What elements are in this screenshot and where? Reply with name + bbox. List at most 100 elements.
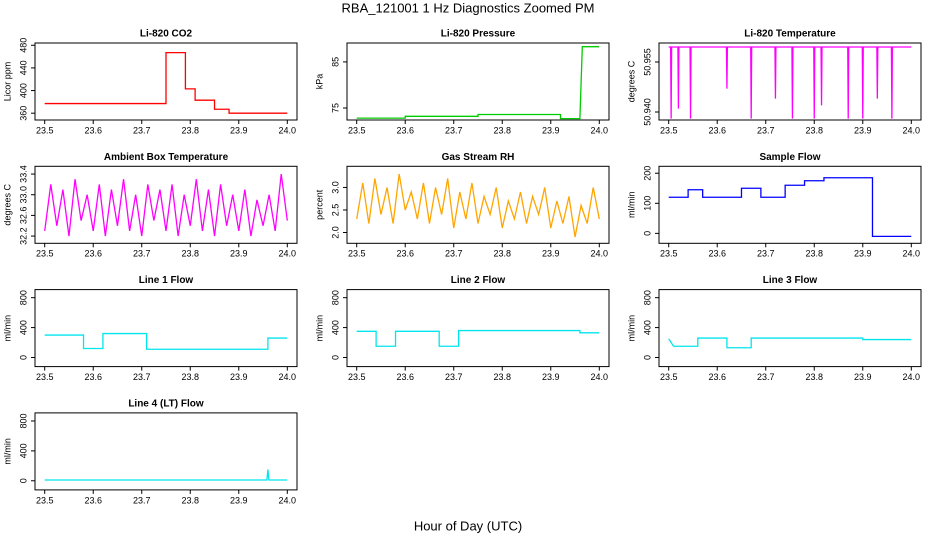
y-tick-label: 50.955 xyxy=(642,48,652,76)
x-tick-label: 23.5 xyxy=(348,372,366,382)
data-line xyxy=(44,51,288,114)
panel: Ambient Box Temperature degrees C 23.5 23.6… xyxy=(2,152,298,259)
data-line xyxy=(44,332,288,350)
plot-area xyxy=(44,469,288,481)
plot-box xyxy=(34,412,298,491)
x-tick-label: 23.9 xyxy=(854,372,872,382)
data-line xyxy=(356,329,600,347)
y-tick-label: 200 xyxy=(642,166,652,181)
x-tick-label: 23.5 xyxy=(660,372,678,382)
data-line xyxy=(668,177,912,238)
x-tick-label: 23.9 xyxy=(230,495,248,505)
panel: Li-820 CO2 Licor ppm 23.5 23.6 23.7 23.8 23.9 2… xyxy=(2,29,298,135)
x-tick-label: 23.8 xyxy=(805,372,823,382)
x-tick-label: 23.5 xyxy=(36,125,54,135)
x-tick-label: 23.9 xyxy=(230,372,248,382)
plot-area xyxy=(44,332,288,350)
panel-title: Line 1 Flow xyxy=(139,275,194,286)
plot-box xyxy=(658,165,922,244)
panel: Li-820 Pressure kPa 23.5 23.6 23.7 23.8 23.9 24… xyxy=(314,29,610,135)
plot-box xyxy=(346,289,610,368)
y-axis-label: ml/min xyxy=(314,315,324,342)
y-tick-label: 360 xyxy=(18,106,28,121)
y-tick-label: 32.6 xyxy=(18,207,28,225)
y-tick-label: 75 xyxy=(330,103,340,113)
x-tick-label: 23.5 xyxy=(348,249,366,259)
x-tick-label: 23.7 xyxy=(757,125,775,135)
x-tick-label: 23.7 xyxy=(133,125,151,135)
y-tick-label: 0 xyxy=(330,355,340,360)
plot-area xyxy=(668,46,912,119)
plot-area xyxy=(668,337,912,349)
panel-title: Sample Flow xyxy=(759,152,820,163)
x-tick-label: 23.8 xyxy=(493,125,511,135)
y-tick-label: 85 xyxy=(330,57,340,67)
y-tick-label: 480 xyxy=(18,38,28,53)
x-tick-label: 24.0 xyxy=(903,125,921,135)
panel: Li-820 Temperature degrees C 23.5 23.6 23.7 2… xyxy=(626,29,922,135)
y-tick-label: 800 xyxy=(330,290,340,305)
x-tick-label: 23.7 xyxy=(445,125,463,135)
y-tick-label: 33.4 xyxy=(18,165,28,183)
data-line xyxy=(668,337,912,349)
y-tick-label: 0 xyxy=(18,355,28,360)
panel: Line 4 (LT) Flow ml/min 23.5 23.6 23.7 23.8 23… xyxy=(2,399,298,505)
panel: Line 2 Flow ml/min 23.5 23.6 23.7 23.8 23.9 24.… xyxy=(314,275,610,382)
panel-title: Ambient Box Temperature xyxy=(104,152,229,163)
plot-box xyxy=(346,165,610,244)
x-tick-label: 23.5 xyxy=(660,125,678,135)
plot-area xyxy=(356,173,600,238)
plot-area xyxy=(44,173,288,237)
plot-box xyxy=(346,42,610,121)
x-tick-label: 23.8 xyxy=(181,372,199,382)
x-tick-label: 23.9 xyxy=(230,249,248,259)
panel-title: Line 4 (LT) Flow xyxy=(128,399,204,410)
data-line xyxy=(44,173,288,237)
x-tick-label: 24.0 xyxy=(591,372,609,382)
y-axis-label: percent xyxy=(314,189,324,220)
x-tick-label: 23.9 xyxy=(542,125,560,135)
plot-area xyxy=(356,329,600,347)
panel-title: Line 2 Flow xyxy=(451,275,506,286)
panel: Line 3 Flow ml/min 23.5 23.6 23.7 23.8 23.9 24.… xyxy=(626,275,922,382)
x-tick-label: 24.0 xyxy=(279,495,297,505)
plot-box xyxy=(658,289,922,368)
x-tick-label: 23.9 xyxy=(542,249,560,259)
y-axis-label: kPa xyxy=(314,74,324,90)
y-tick-label: 400 xyxy=(18,320,28,335)
x-tick-label: 23.7 xyxy=(757,249,775,259)
x-tick-label: 23.5 xyxy=(660,249,678,259)
x-tick-label: 23.8 xyxy=(805,249,823,259)
y-tick-label: 800 xyxy=(18,413,28,428)
x-tick-label: 24.0 xyxy=(591,125,609,135)
y-tick-label: 2.0 xyxy=(330,226,340,239)
plot-area xyxy=(356,46,600,120)
y-axis-label: degrees C xyxy=(2,184,12,226)
x-tick-label: 23.9 xyxy=(854,125,872,135)
x-tick-label: 23.7 xyxy=(445,372,463,382)
x-tick-label: 23.6 xyxy=(396,125,414,135)
x-axis-label: Hour of Day (UTC) xyxy=(414,518,522,533)
y-tick-label: 100 xyxy=(642,196,652,211)
y-tick-label: 400 xyxy=(642,320,652,335)
panel-title: Gas Stream RH xyxy=(442,152,515,163)
x-tick-label: 23.8 xyxy=(493,372,511,382)
x-tick-label: 23.6 xyxy=(708,249,726,259)
y-tick-label: 0 xyxy=(642,231,652,236)
x-tick-label: 23.8 xyxy=(493,249,511,259)
x-tick-label: 23.6 xyxy=(84,495,102,505)
x-tick-label: 23.5 xyxy=(36,495,54,505)
x-tick-label: 23.5 xyxy=(36,249,54,259)
y-axis-label: ml/min xyxy=(626,192,636,219)
plot-area xyxy=(44,51,288,114)
y-tick-label: 400 xyxy=(18,83,28,98)
y-axis-label: ml/min xyxy=(2,438,12,465)
x-tick-label: 23.7 xyxy=(133,495,151,505)
x-tick-label: 23.6 xyxy=(396,372,414,382)
plot-box xyxy=(34,42,298,121)
figure-title: RBA_121001 1 Hz Diagnostics Zoomed PM xyxy=(342,0,595,15)
panel-title: Li-820 Pressure xyxy=(441,29,516,40)
y-tick-label: 800 xyxy=(642,290,652,305)
x-tick-label: 23.9 xyxy=(230,125,248,135)
